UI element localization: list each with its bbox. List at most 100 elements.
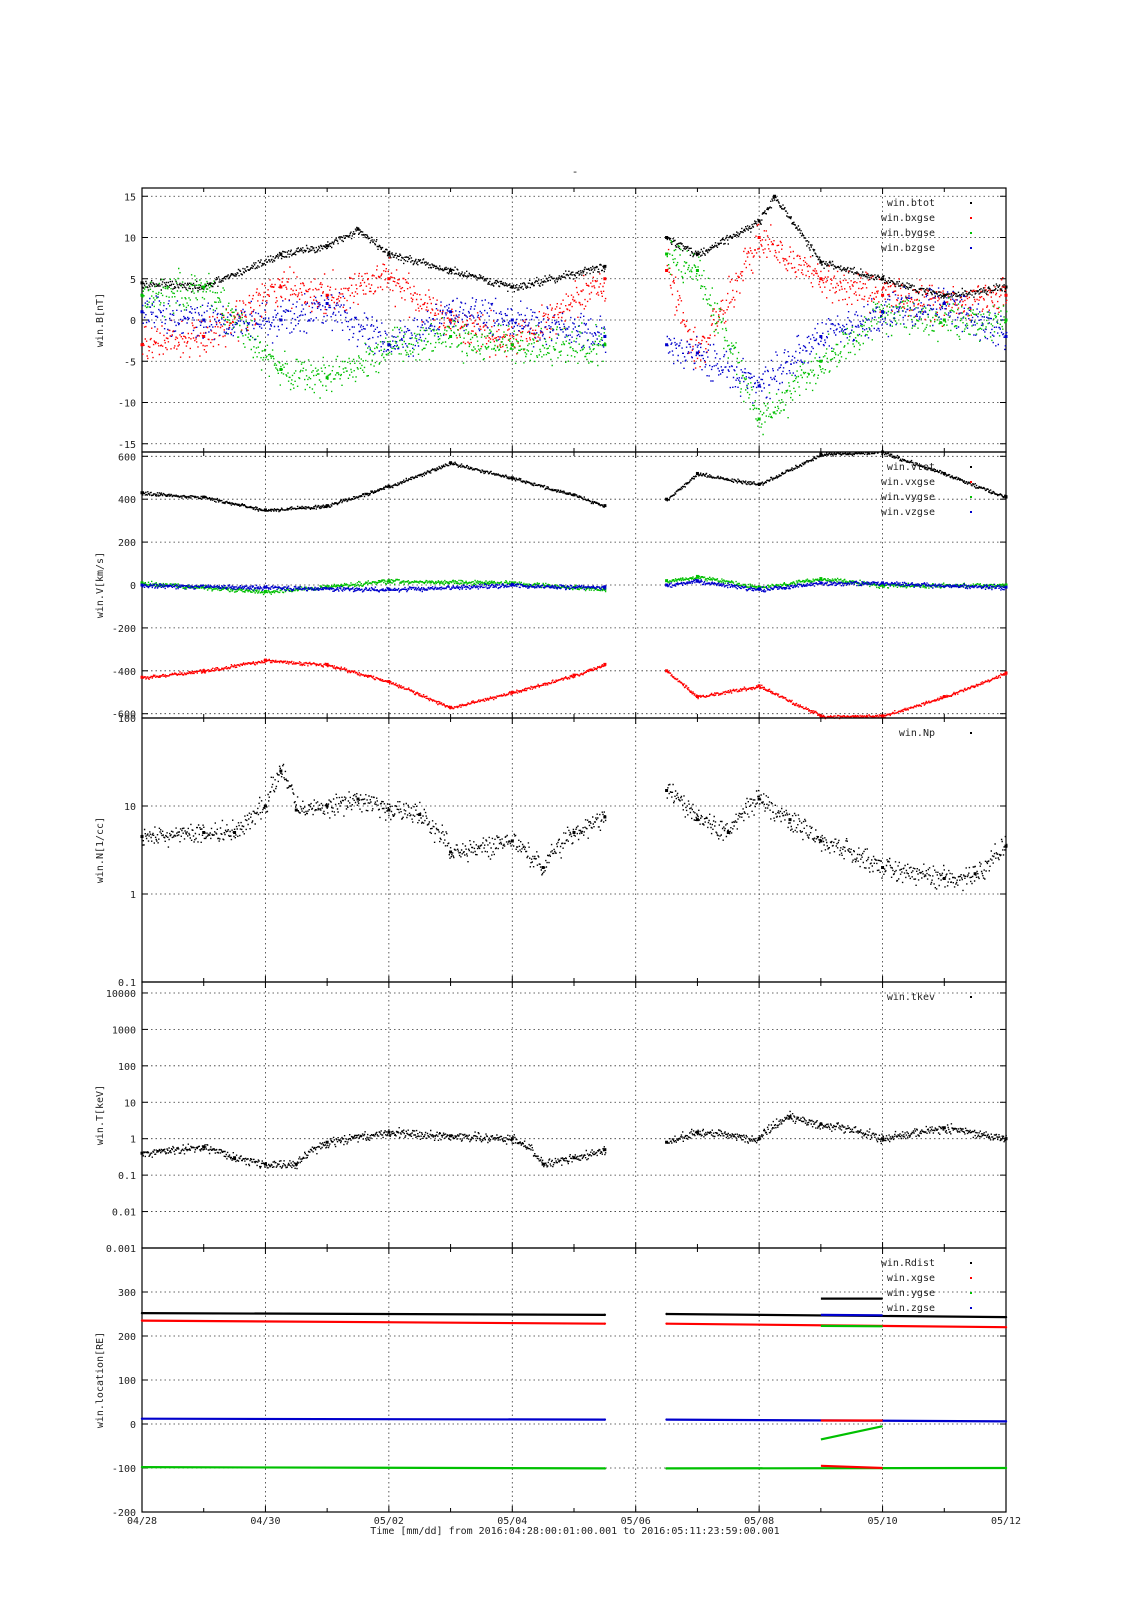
- data-point: [881, 310, 885, 314]
- data-point: [788, 818, 792, 822]
- y-tick-label: 10: [124, 1098, 136, 1109]
- data-point: [510, 343, 514, 347]
- data-point: [140, 491, 144, 495]
- data-point: [387, 808, 391, 812]
- legend-label: win.vygse: [881, 492, 935, 503]
- data-point: [695, 252, 699, 256]
- legend-label: win.vzgse: [881, 507, 935, 518]
- data-point: [1004, 671, 1008, 675]
- data-point: [1004, 293, 1008, 297]
- data-point: [140, 1311, 144, 1315]
- data-point: [449, 318, 453, 322]
- series-points: [142, 240, 1008, 436]
- series-points: [142, 223, 1008, 369]
- legend-marker: [970, 232, 972, 234]
- y-tick-label: 0.001: [106, 1244, 136, 1255]
- legend-label: win.bzgse: [881, 243, 935, 254]
- data-point: [695, 574, 699, 578]
- series-points: [142, 452, 1008, 513]
- y-tick-label: 600: [118, 452, 136, 463]
- y-tick-label: 100: [118, 714, 136, 725]
- y-tick-label: -600: [112, 710, 136, 721]
- y-tick-label: -10: [118, 399, 136, 410]
- data-point: [665, 236, 669, 239]
- y-tick-label: 15: [124, 192, 136, 203]
- legend-label: win.tkev: [887, 992, 935, 1003]
- y-tick-label: 300: [118, 1288, 136, 1299]
- data-point: [726, 830, 730, 834]
- data-point: [665, 1312, 668, 1316]
- data-point: [603, 815, 607, 819]
- y-tick-label: -200: [112, 1508, 136, 1519]
- data-point: [202, 285, 206, 289]
- data-point: [140, 310, 144, 314]
- legend-marker: [970, 1292, 972, 1294]
- data-point: [1004, 1326, 1008, 1329]
- data-point: [279, 769, 283, 773]
- data-point: [449, 850, 453, 854]
- y-tick-label: 5: [130, 275, 136, 286]
- data-point: [510, 318, 514, 322]
- y-tick-label: 0: [130, 581, 136, 592]
- data-point: [757, 797, 761, 801]
- y-tick-label: 0.01: [112, 1208, 136, 1219]
- legend-marker: [970, 1307, 972, 1309]
- y-tick-label: 0: [130, 316, 136, 327]
- y-tick-label: 10: [124, 802, 136, 813]
- x-tick-label: 05/06: [621, 1516, 651, 1527]
- x-tick-label: 04/28: [127, 1516, 157, 1527]
- data-point: [773, 194, 777, 198]
- data-point: [942, 318, 946, 322]
- panel-stack: -15-10-5051015win.B[nT]win.btotwin.bxgse…: [95, 187, 1008, 1519]
- data-point: [788, 1115, 792, 1119]
- legend-label: win.vxgse: [881, 477, 935, 488]
- data-point: [140, 343, 144, 347]
- data-point: [1004, 1466, 1008, 1470]
- y-tick-label: 200: [118, 538, 136, 549]
- series-line: [141, 1465, 605, 1470]
- data-point: [603, 335, 607, 338]
- y-axis-label: win.T[keV]: [95, 1085, 106, 1145]
- series-win-tkev: [140, 1110, 1008, 1170]
- data-point: [325, 244, 329, 248]
- data-point: [1004, 1137, 1008, 1141]
- data-point: [325, 804, 329, 808]
- data-point: [449, 269, 453, 272]
- data-point: [325, 293, 329, 297]
- legend-label: win.vtot: [887, 462, 935, 473]
- y-tick-label: 10: [124, 234, 136, 245]
- data-point: [1004, 1315, 1008, 1319]
- data-point: [1004, 583, 1008, 587]
- y-tick-label: -200: [112, 624, 136, 635]
- series-win-vtot: [140, 450, 1008, 513]
- data-point: [665, 269, 669, 272]
- series-win-ygse: [140, 1465, 1008, 1470]
- series-win-bygse: [140, 240, 1008, 436]
- legend-marker: [970, 247, 972, 249]
- data-point: [603, 1418, 607, 1421]
- y-tick-label: 1: [130, 890, 136, 901]
- data-point: [510, 583, 514, 587]
- data-point: [603, 1313, 607, 1317]
- data-point: [695, 818, 699, 822]
- legend-marker: [970, 481, 972, 483]
- x-tick-label: 05/04: [497, 1516, 527, 1527]
- y-tick-label: 10000: [106, 989, 136, 1000]
- y-tick-label: -400: [112, 667, 136, 678]
- panel-3: 0.1 1 10 100 win.N[1/cc] win.Np: [95, 714, 1008, 989]
- y-tick-label: -5: [124, 357, 136, 368]
- data-point: [819, 359, 823, 363]
- data-point: [140, 583, 144, 587]
- data-point: [140, 281, 144, 285]
- series-win-vxgse: [140, 658, 1008, 720]
- data-point: [819, 335, 823, 338]
- data-point: [665, 583, 669, 587]
- legend-label: win.bygse: [881, 228, 935, 239]
- data-point: [140, 1151, 144, 1155]
- series-win-bxgse: [140, 223, 1008, 369]
- data-point: [942, 302, 946, 305]
- legend-label: win.Rdist: [881, 1258, 935, 1269]
- data-point: [819, 277, 823, 281]
- legend-marker: [970, 466, 972, 468]
- data-point: [665, 252, 669, 256]
